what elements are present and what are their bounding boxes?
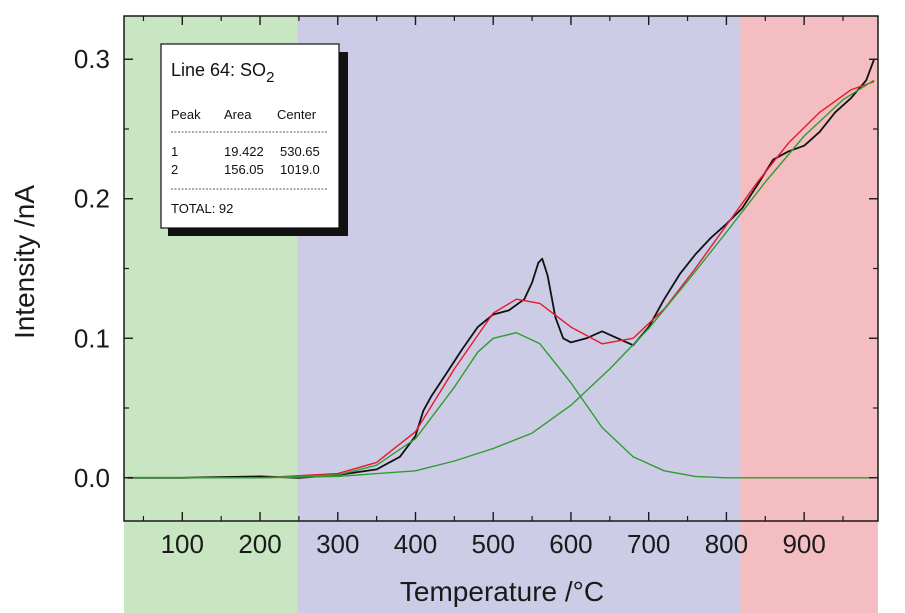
legend-row-1-peak: 1 bbox=[171, 144, 178, 159]
x-tick-label-600: 600 bbox=[549, 529, 592, 559]
axis-tick-labels: 100 200 300 400 500 600 700 800 900 0.0 0.1 0.2 0.3 bbox=[74, 44, 826, 559]
y-tick-label-0: 0.0 bbox=[74, 463, 110, 493]
y-tick-label-3: 0.3 bbox=[74, 44, 110, 74]
legend-row-1-area: 19.422 bbox=[224, 144, 264, 159]
x-tick-label-800: 800 bbox=[705, 529, 748, 559]
x-axis-title: Temperature /°C bbox=[400, 576, 604, 607]
fit-sum-line bbox=[127, 80, 875, 479]
series-layer bbox=[127, 58, 875, 479]
legend-row-2-center: 1019.0 bbox=[280, 162, 320, 177]
legend-header-center: Center bbox=[277, 107, 317, 122]
legend-row-2-peak: 2 bbox=[171, 162, 178, 177]
peak-2-fit-line bbox=[127, 79, 875, 479]
x-tick-label-200: 200 bbox=[238, 529, 281, 559]
legend-header-peak: Peak bbox=[171, 107, 201, 122]
x-tick-label-500: 500 bbox=[472, 529, 515, 559]
axis-ticks bbox=[124, 16, 878, 521]
legend-row-2-area: 156.05 bbox=[224, 162, 264, 177]
y-axis-title: Intensity /nA bbox=[9, 185, 40, 339]
x-tick-label-900: 900 bbox=[782, 529, 825, 559]
legend-row-1-center: 530.65 bbox=[280, 144, 320, 159]
legend-title: Line 64: SO2 bbox=[171, 60, 274, 86]
x-tick-label-700: 700 bbox=[627, 529, 670, 559]
peak-1-fit-line bbox=[127, 332, 875, 479]
y-tick-label-1: 0.1 bbox=[74, 323, 110, 353]
legend-total: TOTAL: 92 bbox=[171, 201, 233, 216]
legend-title-subscript: 2 bbox=[266, 69, 274, 86]
right-margin bbox=[878, 16, 905, 613]
x-tick-label-100: 100 bbox=[161, 529, 204, 559]
legend-header-area: Area bbox=[224, 107, 252, 122]
region-2 bbox=[297, 16, 741, 613]
x-tick-label-400: 400 bbox=[394, 529, 437, 559]
measured-signal-line bbox=[127, 58, 875, 479]
legend-title-prefix: Line 64: SO bbox=[171, 60, 266, 80]
region-3 bbox=[740, 16, 878, 613]
legend-panel bbox=[160, 43, 340, 229]
x-tick-label-300: 300 bbox=[316, 529, 359, 559]
y-tick-label-2: 0.2 bbox=[74, 184, 110, 214]
legend-box: Line 64: SO2 Peak Area Center 1 19.422 5… bbox=[160, 43, 348, 236]
